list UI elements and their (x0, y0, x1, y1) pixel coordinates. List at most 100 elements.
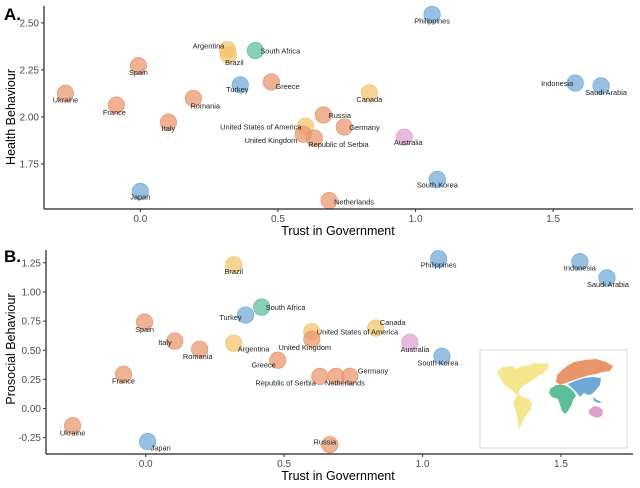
label-germany: Germany (358, 366, 389, 375)
label-brazil: Brazil (225, 58, 244, 67)
label-romania: Romania (190, 101, 220, 110)
label-turkey: Turkey (226, 85, 249, 94)
panel-b-y-tick-label: 0.00 (22, 404, 42, 415)
panel-a-point-labels: Philippines Argentina Brazil South Africa Sp… (53, 16, 628, 206)
panel-b-x-axis-title: Trust in Government (281, 469, 395, 483)
point-russia (314, 106, 332, 124)
point-romania (184, 89, 203, 108)
point-indonesia (566, 74, 584, 92)
point-spain (135, 313, 154, 331)
label-united-states-of-america: United States of America (220, 122, 302, 131)
label-spain: Spain (129, 68, 148, 77)
panel-a-x-tick-label: 0.0 (133, 214, 147, 225)
point-indonesia (571, 253, 589, 271)
label-italy: Italy (158, 338, 172, 347)
panel-b-prosocial-behaviour: B. Brazil Philippines Indonesia Saudi Arabi… (4, 247, 633, 483)
point-south-korea (428, 170, 446, 189)
label-republic-of-serbia: Republic of Serbia (308, 140, 369, 149)
label-japan: Japan (130, 193, 150, 202)
point-russia (321, 436, 339, 454)
point-united-kingdom (303, 330, 321, 348)
label-republic-of-serbia: Republic of Serbia (255, 378, 316, 387)
panel-a-y-tick-label: 1.75 (20, 159, 40, 170)
panel-b-y-tick-label: 0.50 (22, 346, 42, 357)
point-australia (395, 128, 413, 146)
map-region-americas (497, 363, 549, 429)
label-philippines: Philippines (421, 261, 457, 270)
point-south-africa (253, 298, 271, 316)
point-south-africa (246, 41, 264, 60)
point-germany (341, 367, 359, 385)
point-italy (159, 113, 178, 131)
label-saudi-arabia: Saudi Arabia (585, 88, 628, 97)
point-france (107, 96, 125, 114)
panel-b-x-tick-label: 1.0 (416, 459, 430, 470)
map-region-africa (549, 385, 576, 414)
point-canada (367, 319, 385, 337)
label-australia: Australia (400, 345, 430, 354)
label-netherlands: Netherlands (325, 378, 365, 387)
label-greece: Greece (275, 82, 299, 91)
point-japan (139, 433, 157, 451)
label-south-africa: South Africa (266, 303, 307, 312)
point-republic-of-serbia (305, 129, 323, 147)
inset-world-map (479, 349, 628, 449)
panel-a-y-tick-label: 2.00 (20, 112, 40, 123)
point-spain (129, 57, 148, 75)
panel-a-letter: A. (4, 5, 21, 24)
point-south-korea (433, 347, 451, 365)
label-brazil: Brazil (224, 267, 243, 276)
label-ukraine: Ukraine (60, 429, 85, 438)
label-philippines: Philippines (414, 16, 450, 25)
label-turkey: Turkey (219, 313, 242, 322)
panel-a-y-tick-label: 2.50 (20, 18, 40, 29)
panel-b-x-tick-label: 1.5 (554, 459, 568, 470)
panel-b-point-labels: Brazil Philippines Indonesia Saudi Arabia So… (60, 261, 630, 453)
panel-a-x-axis-title: Trust in Government (281, 224, 395, 238)
panel-b-y-tick-label: 0.25 (22, 375, 42, 386)
point-japan (131, 182, 149, 201)
label-france: France (112, 376, 135, 385)
map-region-europe (556, 359, 613, 385)
label-argentina: Argentina (238, 344, 271, 353)
point-turkey (231, 76, 249, 94)
label-south-korea: South Korea (417, 180, 459, 189)
map-region-oceania (589, 406, 603, 418)
label-united-kingdom: United Kingdom (279, 343, 332, 352)
point-brazil (219, 46, 238, 64)
point-australia (401, 333, 419, 351)
point-ukraine (56, 84, 75, 103)
label-ukraine: Ukraine (53, 95, 78, 104)
panel-a-x-tick-label: 1.0 (409, 214, 423, 225)
point-turkey (237, 306, 255, 324)
point-greece (269, 351, 287, 369)
point-germany (335, 118, 353, 136)
label-france: France (103, 108, 126, 117)
panel-b-points (63, 250, 616, 454)
panel-b-x-tick-label: 0.0 (139, 459, 153, 470)
point-romania (191, 340, 209, 358)
label-indonesia: Indonesia (564, 264, 597, 273)
panel-a-y-tick-label: 2.25 (20, 65, 40, 76)
panel-b-x-ticks: 0.0 0.5 1.0 1.5 (139, 454, 568, 470)
label-canada: Canada (380, 318, 407, 327)
panel-a-x-ticks: 0.0 0.5 1.0 1.5 (133, 209, 561, 225)
label-germany: Germany (349, 123, 380, 132)
label-united-states-of-america: United States of America (317, 328, 399, 337)
point-brazil (225, 256, 243, 274)
panel-b-x-tick-label: 0.5 (277, 459, 291, 470)
panel-a-health-behaviour: A. Philippines Argentina Brazil South Afric… (4, 5, 633, 238)
label-united-kingdom: United Kingdom (245, 136, 298, 145)
label-russia: Russia (314, 438, 337, 447)
label-netherlands: Netherlands (334, 198, 374, 207)
point-saudi-arabia (592, 77, 610, 95)
panel-b-y-tick-label: 0.75 (22, 317, 42, 328)
point-philippines (430, 250, 448, 268)
label-japan: Japan (151, 444, 171, 453)
map-region-asia (568, 377, 602, 403)
point-philippines (423, 5, 441, 24)
label-spain: Spain (135, 325, 154, 334)
panel-a-x-tick-label: 1.5 (546, 214, 560, 225)
label-saudi-arabia: Saudi Arabia (587, 280, 630, 289)
